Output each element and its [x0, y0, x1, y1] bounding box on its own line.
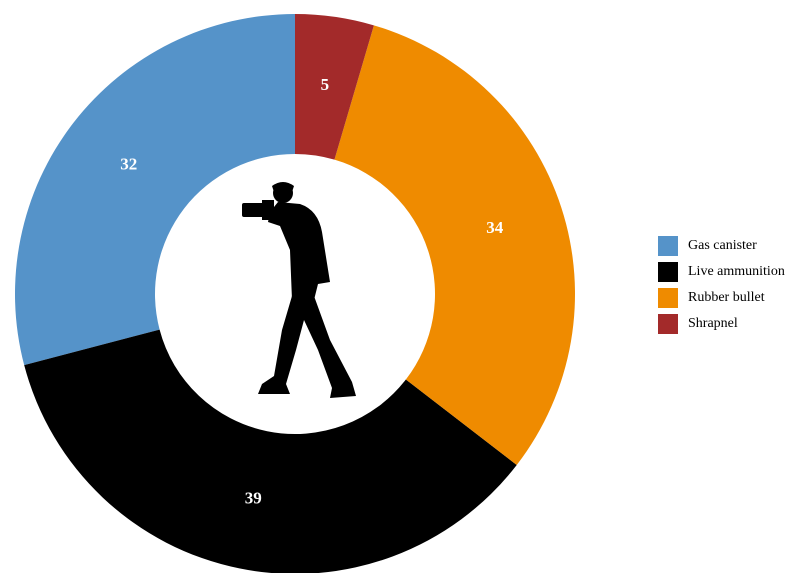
value-label: 5 [321, 75, 330, 94]
legend: Gas canister Live ammunition Rubber bullet… [658, 236, 785, 334]
legend-swatch [658, 262, 678, 282]
legend-swatch [658, 288, 678, 308]
slice [15, 14, 296, 366]
value-label: 34 [486, 218, 504, 237]
legend-swatch [658, 236, 678, 256]
legend-label: Shrapnel [688, 316, 738, 331]
value-label: 32 [120, 155, 137, 174]
photographer-icon [242, 182, 356, 398]
legend-label: Live ammunition [688, 264, 785, 279]
legend-label: Gas canister [688, 238, 757, 253]
slice [295, 14, 374, 160]
legend-label: Rubber bullet [688, 290, 765, 305]
legend-swatch [658, 314, 678, 334]
value-label: 39 [245, 489, 262, 508]
slice [24, 329, 517, 573]
slices: 32 39 34 5 [15, 14, 576, 573]
slice [334, 25, 576, 465]
